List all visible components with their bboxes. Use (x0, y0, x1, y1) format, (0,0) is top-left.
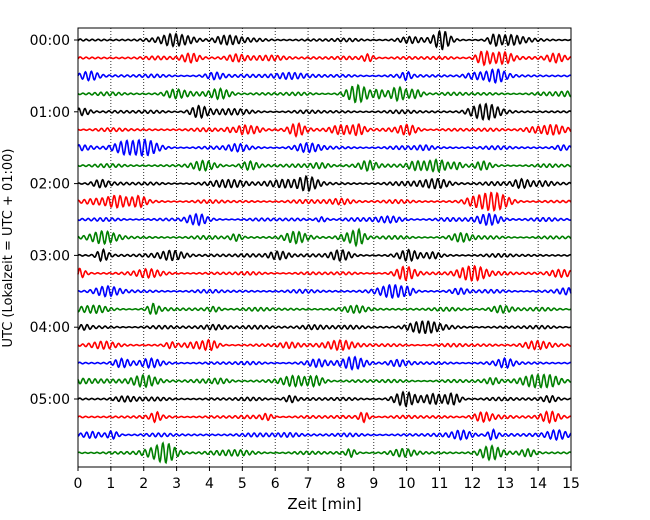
trace-6 (77, 122, 572, 138)
trace-16 (77, 302, 572, 316)
y-tick-label: 00:00 (30, 33, 70, 49)
trace-4 (77, 83, 572, 104)
x-tick-label: 0 (74, 476, 83, 492)
x-tick-label: 13 (496, 476, 514, 492)
trace-2 (77, 49, 572, 67)
trace-17 (77, 320, 572, 335)
x-tick-label: 14 (529, 476, 547, 492)
y-tick-label: 01:00 (30, 105, 70, 121)
x-tick-label: 3 (172, 476, 181, 492)
x-tick-label: 11 (431, 476, 449, 492)
trace-15 (77, 283, 572, 299)
trace-3 (77, 68, 572, 84)
trace-7 (77, 138, 572, 158)
y-axis-label: UTC (Lokalzeit = UTC + 01:00) (1, 149, 16, 348)
x-tick-label: 9 (369, 476, 378, 492)
x-tick-label: 7 (304, 476, 313, 492)
x-tick-label: 1 (106, 476, 115, 492)
trace-18 (77, 338, 572, 352)
x-tick-label: 2 (139, 476, 148, 492)
x-tick-label: 6 (271, 476, 280, 492)
traces (77, 29, 572, 465)
x-tick-label: 5 (238, 476, 247, 492)
trace-24 (77, 441, 572, 465)
trace-21 (77, 390, 572, 408)
plot-frame (77, 27, 572, 468)
x-axis-label: Zeit [min] (287, 495, 361, 513)
y-tick-label: 04:00 (30, 320, 70, 336)
x-tick-label: 8 (336, 476, 345, 492)
trace-8 (77, 158, 572, 174)
x-axis-ticks: 0 1 2 3 4 5 6 7 8 9 10 11 12 13 14 15 (74, 467, 580, 492)
trace-19 (77, 355, 572, 371)
y-axis-ticks: 00:00 01:00 02:00 03:00 04:00 05:00 (30, 33, 78, 408)
x-tick-label: 4 (205, 476, 214, 492)
trace-5 (77, 102, 572, 122)
x-tick-label: 15 (562, 476, 580, 492)
trace-11 (77, 212, 572, 227)
trace-22 (77, 410, 572, 425)
trace-20 (77, 373, 572, 389)
trace-14 (77, 264, 572, 282)
trace-1 (77, 29, 572, 51)
y-tick-label: 02:00 (30, 177, 70, 193)
trace-10 (77, 191, 572, 212)
trace-13 (77, 248, 572, 263)
grid-lines (110, 28, 539, 467)
x-tick-label: 12 (463, 476, 481, 492)
trace-12 (77, 227, 572, 248)
trace-9 (77, 174, 572, 193)
y-tick-label: 05:00 (30, 392, 70, 408)
x-tick-label: 10 (398, 476, 416, 492)
trace-23 (77, 428, 572, 442)
y-tick-label: 03:00 (30, 248, 70, 264)
